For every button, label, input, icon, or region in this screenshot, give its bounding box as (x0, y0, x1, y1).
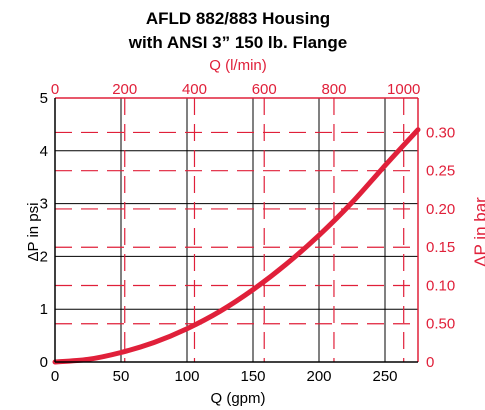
y-tick-label-0: 0 (40, 354, 48, 371)
x2-tick-label-0: 0 (51, 81, 59, 98)
y2-tick-label-5: 0.25 (426, 163, 455, 180)
y2-tick-label-0: 0 (426, 354, 434, 371)
y-tick-label-3: 3 (40, 196, 48, 213)
y-tick-label-2: 2 (40, 248, 48, 265)
y2-tick-label-3: 0.15 (426, 239, 455, 256)
chart-subtitle: with ANSI 3” 150 lb. Flange (128, 33, 348, 52)
x2-tick-label-5: 1000 (387, 81, 420, 98)
y2-tick-labels: 0 0.50 0.10 0.15 0.20 0.25 0.30 (426, 124, 455, 371)
plot-frame (54, 97, 419, 363)
chart-title: AFLD 882/883 Housing (146, 9, 330, 28)
y2-tick-label-4: 0.20 (426, 201, 455, 218)
y-axis-label: ΔP in psi (25, 203, 42, 262)
x2-axis-label: Q (l/min) (209, 57, 267, 74)
y2-tick-label-1: 0.50 (426, 316, 455, 333)
x2-tick-labels: 0 200 400 600 800 1000 (51, 81, 421, 98)
x2-tick-label-2: 400 (182, 81, 207, 98)
x-tick-label-2: 100 (174, 368, 199, 385)
y-tick-label-4: 4 (40, 143, 48, 160)
x2-tick-label-3: 600 (252, 81, 277, 98)
x-axis-label: Q (gpm) (210, 390, 265, 407)
x-tick-label-1: 50 (113, 368, 130, 385)
y2-axis-label: ΔP in bar (471, 197, 485, 267)
series-line-0 (52, 127, 421, 365)
x-tick-label-5: 250 (372, 368, 397, 385)
y2-tick-label-6: 0.30 (426, 124, 455, 141)
series-layer (52, 127, 421, 365)
grid-black (55, 98, 418, 362)
x-tick-label-0: 0 (51, 368, 59, 385)
y-tick-labels: 0 1 2 3 4 5 (40, 90, 48, 371)
x2-tick-label-1: 200 (112, 81, 137, 98)
x-tick-label-3: 150 (240, 368, 265, 385)
grid-red (55, 98, 418, 362)
y2-tick-label-2: 0.10 (426, 277, 455, 294)
y-tick-label-1: 1 (40, 301, 48, 318)
x-tick-label-4: 200 (306, 368, 331, 385)
x-tick-labels: 0 50 100 150 200 250 (51, 368, 398, 385)
y-tick-label-5: 5 (40, 90, 48, 107)
x2-tick-label-4: 800 (321, 81, 346, 98)
